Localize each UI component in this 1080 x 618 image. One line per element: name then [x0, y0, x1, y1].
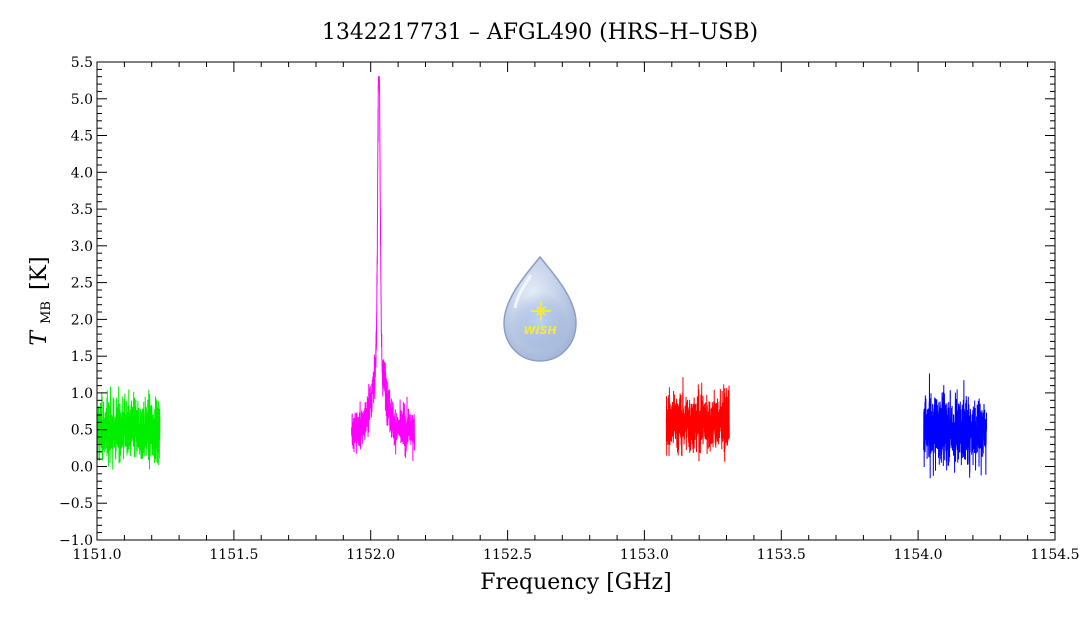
y-axis-unit: [K] [27, 256, 52, 290]
y-tick-label: 1.5 [71, 349, 93, 365]
logo-text: WISH [523, 324, 556, 337]
y-tick-label: 3.5 [71, 202, 93, 218]
x-tick-label: 1152.5 [483, 547, 532, 563]
y-tick-label: −0.5 [59, 496, 93, 512]
y-tick-label: 2.0 [71, 312, 93, 328]
chart-title: 1342217731 – AFGL490 (HRS–H–USB) [322, 20, 758, 45]
y-tick-label: 1.0 [71, 386, 93, 402]
x-axis-label: Frequency [GHz] [480, 570, 672, 595]
spectrum-series-4 [923, 373, 988, 479]
x-tick-label: 1151.0 [73, 547, 122, 563]
y-tick-label: 2.5 [71, 276, 93, 292]
wish-logo: WISH [503, 255, 577, 362]
y-tick-label: 0.0 [71, 460, 93, 476]
star-icon [531, 301, 551, 321]
spectrum-series-1 [96, 386, 161, 470]
y-tick-label: 4.5 [71, 129, 93, 145]
svg-text:T MB [K]: T MB [K] [27, 256, 56, 345]
x-tick-label: 1151.5 [209, 547, 258, 563]
y-tick-label: −1.0 [59, 533, 93, 549]
y-tick-label: 5.5 [71, 55, 93, 71]
y-axis-subscript: MB [39, 301, 54, 324]
x-tick-label: 1153.0 [620, 547, 669, 563]
plot-area [96, 76, 988, 479]
y-tick-label: 0.5 [71, 423, 93, 439]
y-tick-label: 5.0 [71, 92, 93, 108]
y-axis-label: T MB [K] [27, 256, 56, 345]
y-tick-label: 4.0 [71, 165, 93, 181]
spectrum-series-2 [351, 76, 416, 462]
x-tick-label: 1152.0 [346, 547, 395, 563]
y-axis-symbol: T [27, 329, 52, 346]
x-tick-label: 1154.5 [1031, 547, 1080, 563]
y-tick-label: 3.0 [71, 239, 93, 255]
x-tick-label: 1153.5 [757, 547, 806, 563]
x-tick-label: 1154.0 [894, 547, 943, 563]
axis-ticks: 1151.0 1151.5 1152.0 1152.5 1153.0 1153.5 1154… [59, 55, 1080, 563]
plot-frame [96, 61, 1056, 541]
spectrum-series-3 [665, 377, 730, 462]
